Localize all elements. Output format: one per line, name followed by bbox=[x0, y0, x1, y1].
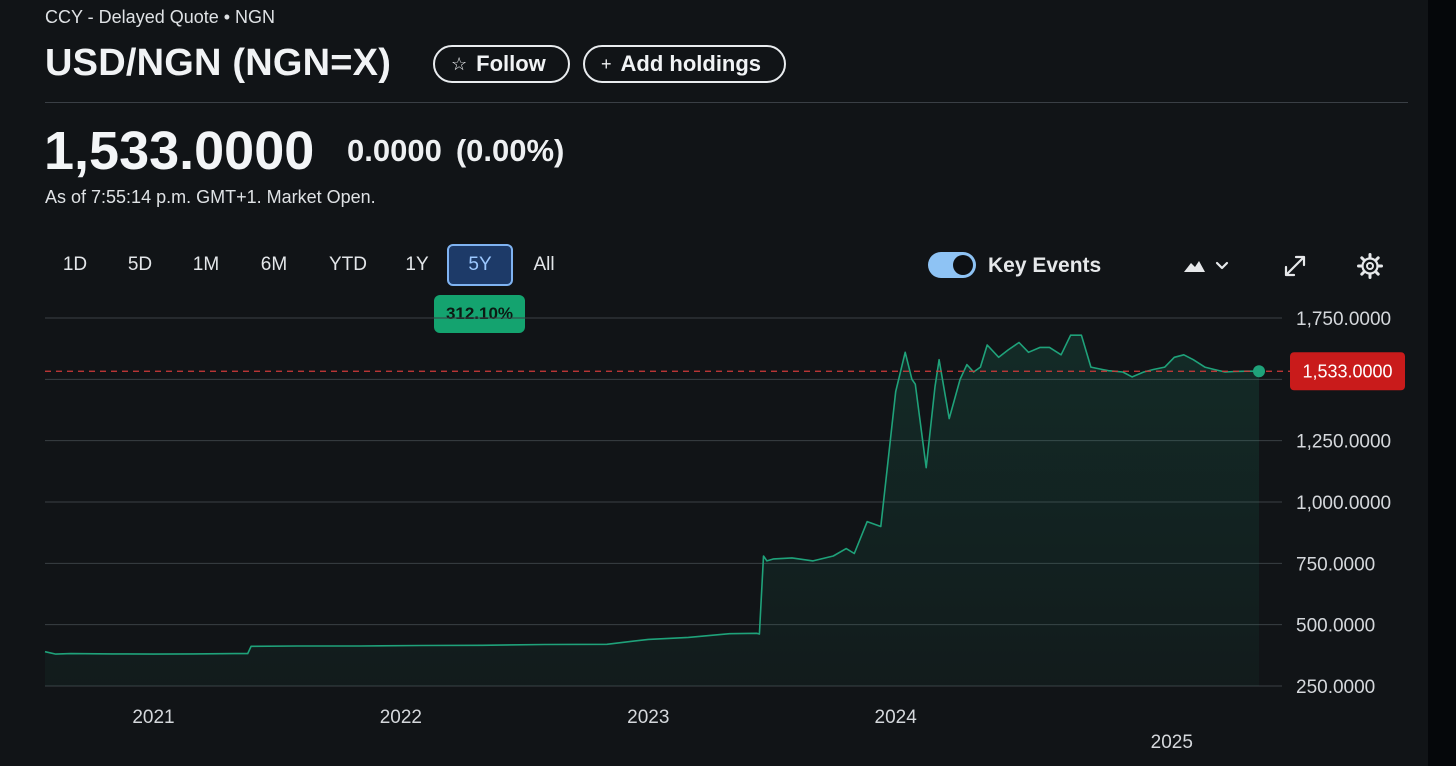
price-change: 0.0000 (0.00%) bbox=[347, 133, 578, 169]
range-5y[interactable]: 5Y bbox=[447, 244, 513, 286]
current-price: 1,533.0000 bbox=[44, 121, 315, 181]
y-tick-label: 750.0000 bbox=[1296, 554, 1375, 575]
chart-settings-button[interactable] bbox=[1356, 252, 1384, 280]
follow-button[interactable]: ☆ Follow bbox=[433, 45, 570, 83]
x-tick-label: 2021 bbox=[132, 707, 174, 728]
range-ytd[interactable]: YTD bbox=[329, 254, 367, 275]
y-axis-labels: 1,750.0000 1,250.0000 1,000.0000 750.0000 50… bbox=[1296, 309, 1391, 698]
chevron-down-icon bbox=[1215, 261, 1229, 270]
change-value: 0.0000 bbox=[347, 133, 442, 168]
y-tick-label: 1,250.0000 bbox=[1296, 432, 1391, 453]
gear-icon bbox=[1357, 253, 1383, 279]
current-price-tag-label: 1,533.0000 bbox=[1302, 362, 1392, 382]
as-of-timestamp: As of 7:55:14 p.m. GMT+1. Market Open. bbox=[45, 187, 376, 207]
window-edge bbox=[1428, 0, 1456, 766]
current-price-dot bbox=[1253, 365, 1265, 378]
x-tick-label: 2025 bbox=[1151, 732, 1193, 753]
key-events-label: Key Events bbox=[988, 254, 1102, 277]
price-area bbox=[45, 335, 1259, 686]
page-title: USD/NGN (NGN=X) bbox=[45, 42, 392, 84]
chart-area-layer bbox=[45, 335, 1259, 686]
key-events-toggle[interactable] bbox=[928, 252, 976, 278]
follow-label: Follow bbox=[476, 51, 546, 76]
price-line bbox=[44, 334, 1259, 655]
current-price-tag bbox=[1290, 352, 1405, 391]
expand-icon bbox=[1284, 255, 1306, 277]
change-percent: (0.00%) bbox=[455, 133, 565, 168]
range-1m[interactable]: 1M bbox=[192, 254, 220, 275]
toggle-knob bbox=[953, 255, 973, 275]
plus-icon: + bbox=[601, 53, 612, 74]
star-icon: ☆ bbox=[451, 53, 468, 74]
range-1d[interactable]: 1D bbox=[62, 254, 88, 275]
range-all[interactable]: All bbox=[533, 254, 555, 275]
y-tick-label: 1,000.0000 bbox=[1296, 493, 1391, 514]
x-tick-label: 2022 bbox=[380, 707, 422, 728]
current-price-marker-layer: 1,533.0000 bbox=[45, 352, 1405, 391]
y-tick-label: 250.0000 bbox=[1296, 677, 1375, 698]
range-6m[interactable]: 6M bbox=[260, 254, 288, 275]
y-tick-label: 1,750.0000 bbox=[1296, 309, 1391, 330]
range-5d[interactable]: 5D bbox=[127, 254, 153, 275]
x-tick-label: 2023 bbox=[627, 707, 669, 728]
y-tick-label: 500.0000 bbox=[1296, 616, 1375, 637]
exchange-line: CCY - Delayed Quote • NGN bbox=[45, 7, 276, 27]
expand-button[interactable] bbox=[1282, 253, 1308, 279]
mountain-chart-icon bbox=[1184, 261, 1205, 272]
range-1y[interactable]: 1Y bbox=[405, 254, 429, 275]
add-holdings-button[interactable]: + Add holdings bbox=[583, 45, 786, 83]
x-tick-label: 2024 bbox=[875, 707, 918, 728]
chart-type-selector[interactable] bbox=[1182, 252, 1234, 280]
add-holdings-label: Add holdings bbox=[620, 51, 762, 76]
x-axis-labels: 2021 2022 2023 2024 2025 bbox=[132, 707, 1193, 753]
chart-line-layer bbox=[44, 334, 1259, 655]
header-divider bbox=[45, 102, 1408, 103]
